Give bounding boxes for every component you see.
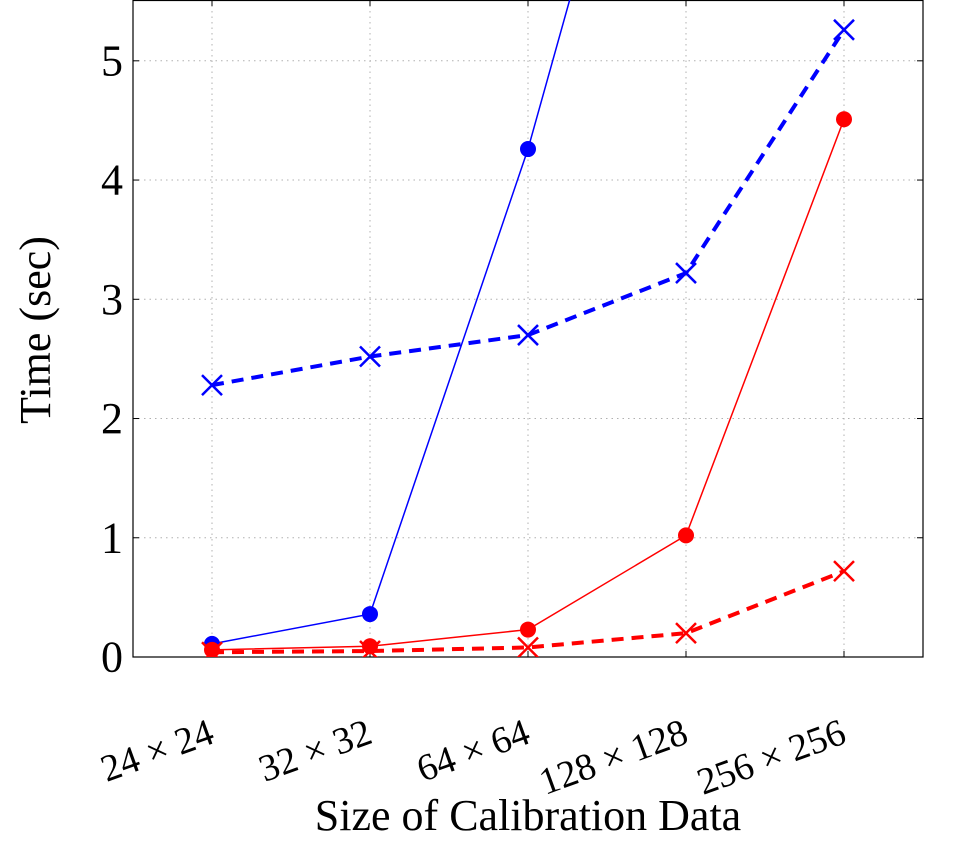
marker: [359, 640, 381, 657]
marker: [517, 636, 539, 657]
series-line: [211, 0, 571, 645]
x-tick-label: 24 × 24: [95, 711, 219, 790]
series-line: [211, 569, 845, 655]
marker: [359, 345, 381, 368]
marker: [520, 141, 536, 158]
marker: [678, 527, 694, 544]
y-tick-label: 0: [101, 633, 123, 682]
plot-frame: [132, 0, 924, 658]
marker: [204, 641, 220, 657]
x-tick-label: 256 × 256: [692, 711, 851, 803]
marker: [833, 18, 855, 41]
x-tick-label: 32 × 32: [253, 711, 377, 790]
x-tick-label: 128 × 128: [534, 711, 693, 803]
marker: [201, 641, 223, 657]
marker: [362, 606, 378, 623]
marker: [836, 111, 852, 128]
y-tick-label: 1: [101, 513, 123, 562]
plot-area: [201, 0, 855, 657]
marker: [520, 621, 536, 638]
marker: [675, 262, 697, 284]
x-axis-label: Size of Calibration Data: [315, 791, 741, 840]
y-axis-label: Time (sec): [11, 236, 60, 424]
marker: [201, 374, 223, 397]
y-tick-label: 2: [101, 394, 123, 443]
y-tick-label: 5: [101, 36, 123, 85]
y-tick-label: 3: [101, 275, 123, 324]
x-tick-label: 64 × 64: [411, 711, 535, 790]
y-tick-label: 4: [101, 156, 123, 205]
marker: [675, 622, 697, 645]
marker: [517, 324, 539, 346]
marker: [833, 560, 855, 583]
